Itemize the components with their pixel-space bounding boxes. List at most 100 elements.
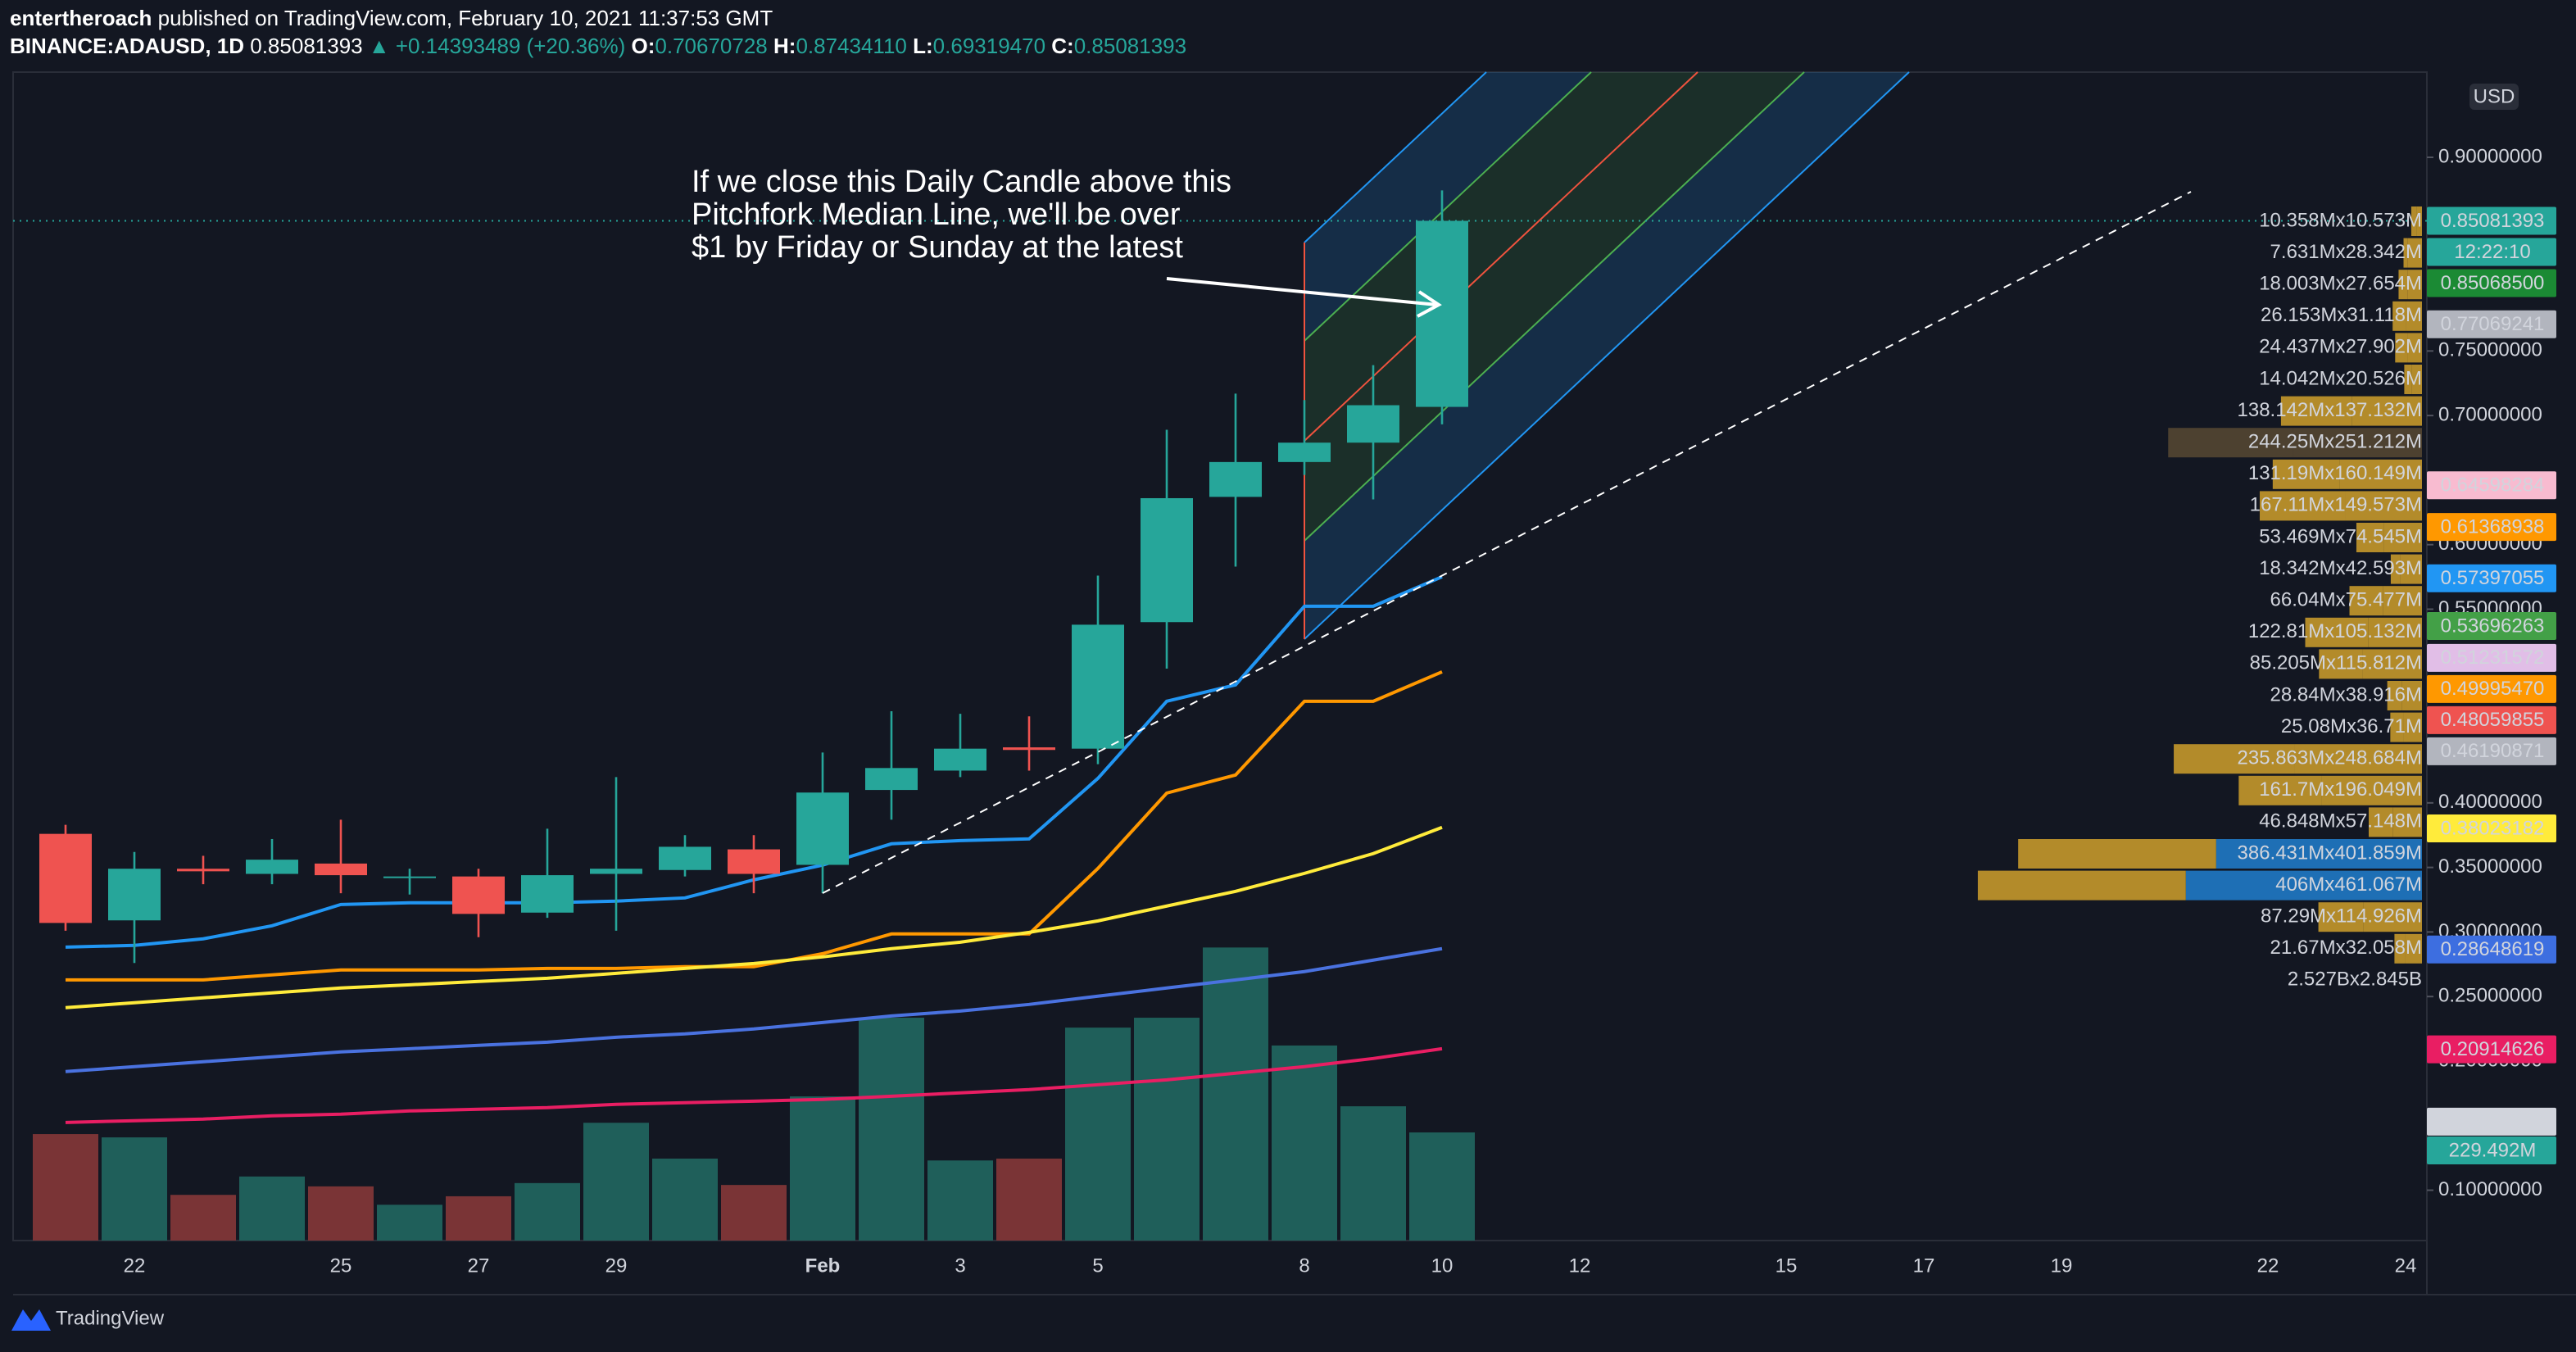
price-badge-label: 0.64598284	[2441, 474, 2545, 497]
volume-bar	[1065, 1028, 1131, 1241]
arrow-head	[1417, 290, 1442, 318]
profile-bar	[2345, 491, 2422, 521]
profile-bar	[2398, 270, 2408, 300]
x-tick-label: 27	[468, 1254, 490, 1277]
volume-bar	[170, 1195, 236, 1241]
countdown	[2427, 238, 2556, 266]
x-tick-label: 12	[1569, 1254, 1591, 1277]
volume-bar	[1203, 947, 1268, 1241]
ohlc-value: 0.87434110	[796, 34, 906, 58]
profile-label: 10.358Mx10.573M	[2259, 209, 2422, 231]
moving-average	[65, 825, 1443, 1009]
pitchfork-line	[1304, 71, 1910, 640]
profile-label: 14.042Mx20.526M	[2259, 367, 2422, 389]
profile-label: 406Mx461.067M	[2275, 873, 2422, 896]
candle-body	[1003, 747, 1055, 751]
profile-bar	[2383, 586, 2422, 616]
profile-label: 25.08Mx36.71M	[2281, 715, 2422, 737]
x-tick-label: 25	[330, 1254, 352, 1277]
profile-bar	[2185, 870, 2422, 901]
volume-bar	[1409, 1132, 1475, 1241]
volume-bar	[996, 1158, 1062, 1241]
x-tick-label: 19	[2051, 1254, 2073, 1277]
logo	[11, 1309, 51, 1331]
price-badge-label: 0.77069241	[2441, 313, 2545, 335]
x-tick-label: 8	[1299, 1254, 1309, 1277]
volume-bar	[1272, 1045, 1337, 1241]
ohlc-value: 0.69319470	[933, 34, 1045, 58]
arrow	[1166, 277, 1438, 306]
profile-bar	[2411, 365, 2422, 394]
x-tick-label: 22	[124, 1254, 146, 1277]
price-badge-label: 0.28648619	[2441, 938, 2545, 960]
candle-body	[865, 768, 918, 791]
last-price: 0.85081393	[250, 34, 362, 58]
profile-label: 87.29Mx114.926M	[2261, 905, 2422, 928]
x-tick-label: 17	[1913, 1254, 1935, 1277]
profile-bar	[2368, 617, 2422, 647]
profile-label: 26.153Mx31.118M	[2261, 304, 2422, 326]
candle-body	[796, 792, 849, 865]
ohlc-value: 0.85081393	[1074, 34, 1186, 58]
price-badge	[2427, 310, 2556, 338]
profile-bar	[2407, 333, 2422, 363]
volume-bar	[652, 1158, 718, 1241]
trend-line	[822, 191, 2192, 894]
profile-bar	[2404, 365, 2412, 394]
publish-line: entertheroach published on TradingView.c…	[10, 6, 773, 30]
currency[interactable]: USD	[2474, 85, 2515, 107]
price-badge-label: 0.46190871	[2441, 740, 2545, 762]
y-tick-label: 0.70000000	[2438, 403, 2542, 425]
brand[interactable]: TradingView	[11, 1307, 165, 1331]
moving-average	[65, 946, 1443, 1073]
y-tick-label: 0.10000000	[2438, 1178, 2542, 1200]
candle-body	[659, 846, 711, 870]
profile-bar	[2018, 839, 2216, 869]
price-badge	[2427, 471, 2556, 500]
profile-label: 21.67Mx32.058M	[2270, 937, 2422, 959]
profile-bar	[2403, 712, 2422, 742]
candle-body	[1209, 461, 1262, 497]
annotation: Pitchfork Median Line, we'll be over	[692, 197, 1181, 232]
profile-label: 2.527Bx2.845B	[2288, 969, 2422, 991]
x-tick-label: 10	[1431, 1254, 1454, 1277]
profile-bar	[2321, 775, 2422, 805]
candle-body	[1141, 497, 1193, 623]
profile-bar	[2349, 586, 2383, 616]
drawings: If we close this Daily Candle above this…	[692, 165, 2192, 894]
volume-bar	[859, 1018, 924, 1241]
candle-body	[39, 833, 92, 923]
price-badge	[2427, 1107, 2556, 1136]
candle-body	[1278, 442, 1331, 462]
profile-bar	[2406, 301, 2422, 331]
x-tick-label: 3	[955, 1254, 965, 1277]
price-badge	[2427, 643, 2556, 672]
profile-bar	[2407, 270, 2422, 300]
profile-bar	[2363, 902, 2422, 932]
brand-name: TradingView	[56, 1307, 165, 1329]
profile-bar	[2392, 807, 2422, 837]
volume-bar	[239, 1176, 305, 1241]
volume-bar	[1134, 1018, 1200, 1241]
pitchfork-median	[1304, 71, 1698, 442]
profile-label: 24.437Mx27.902M	[2259, 336, 2422, 358]
price-badge-label: 0.61368938	[2441, 515, 2545, 538]
profile-bar	[2319, 649, 2363, 679]
price-badge	[2427, 737, 2556, 765]
ohlc-key: O:	[632, 34, 655, 58]
x-tick-label: 5	[1092, 1254, 1103, 1277]
candle-body	[177, 869, 229, 872]
x-tick-label: 22	[2257, 1254, 2279, 1277]
candle-body	[1347, 405, 1399, 443]
candle-body	[246, 860, 298, 874]
profile-bar	[2305, 617, 2369, 647]
volume-badge	[2427, 1136, 2556, 1165]
pitchfork-line	[1304, 71, 1487, 243]
x-tick-label: 24	[2395, 1254, 2417, 1277]
profile-bar	[1977, 870, 2186, 901]
volume-bar	[377, 1205, 442, 1241]
profile-label: 235.863Mx248.684M	[2238, 747, 2423, 769]
profile-label: 131.19Mx160.149M	[2248, 462, 2422, 484]
currency-badge[interactable]	[2469, 84, 2519, 110]
